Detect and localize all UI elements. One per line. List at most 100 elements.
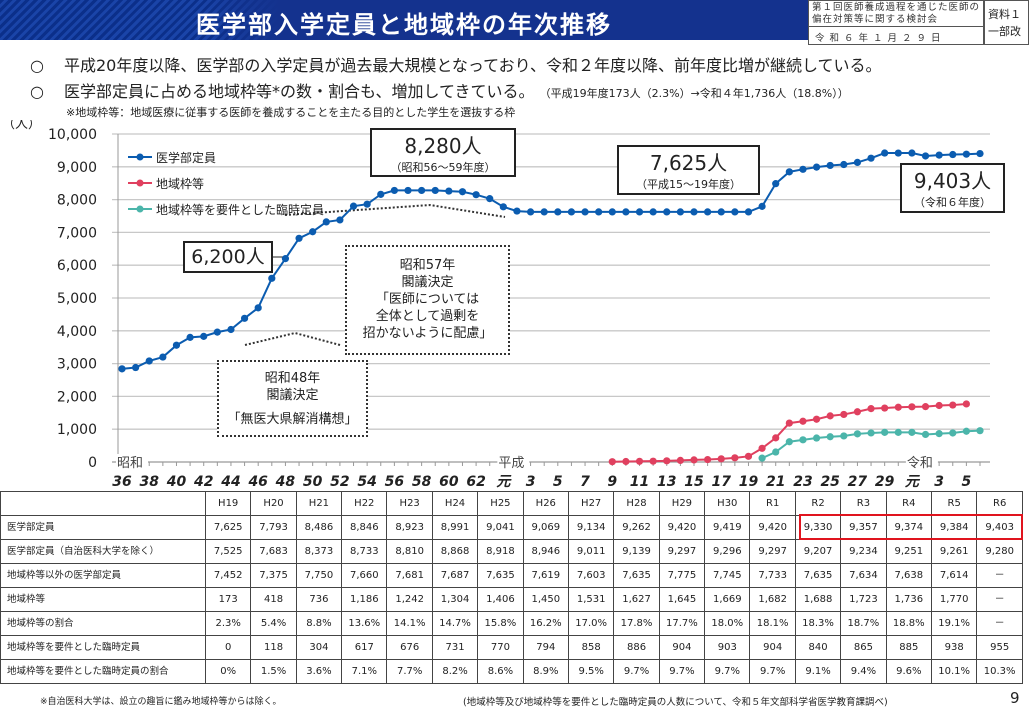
callout-value: 7,625人 [649,151,728,175]
y-tick-label: 8,000 [57,193,97,209]
data-point [772,434,780,442]
bullet-mark: ○ [30,82,44,101]
table-cell: 9,419 [704,515,751,540]
table-cell: 0 [204,635,252,660]
table-cell: 9,261 [930,539,978,564]
table-cell: 7,745 [704,563,751,588]
table-cell: 9,280 [976,539,1023,564]
table-cell: 955 [976,635,1023,660]
data-point [281,255,290,263]
data-point [118,365,126,373]
column-header: H26 [522,491,569,516]
table-cell: 1,723 [840,587,887,612]
data-point [758,202,766,210]
highlight-box [799,514,1023,540]
y-tick-label: 6,000 [57,258,97,274]
era-label: 平成 [498,456,524,471]
table-cell: 7,733 [749,563,796,588]
data-point [608,458,616,466]
table-cell: 1,242 [386,587,433,612]
data-point [949,150,957,159]
row-label: 地域枠等以外の医学部定員 [0,563,206,588]
footnote-left: ※自治医科大学は、設立の趣旨に鑑み地域枠等からは除く。 [40,697,282,707]
table-cell: 10.1% [930,659,978,684]
table-cell: 7,635 [794,563,842,588]
x-tick-label: 3 [934,474,944,490]
x-tick-label: 7 [580,474,590,490]
page-number: 9 [1010,689,1020,707]
table-cell: 8,991 [431,515,479,540]
data-point [213,328,221,336]
x-tick-label: 52 [330,474,349,490]
data-point [690,456,698,464]
table-cell: 1,736 [885,587,932,612]
data-point [976,427,984,435]
table-cell: 17.0% [567,611,615,636]
x-tick-label: 38 [139,474,159,490]
table-cell: 8.2% [431,659,479,684]
data-point [513,207,521,215]
column-header: R2 [794,491,842,516]
table-cell: － [976,563,1023,588]
table-cell: 7,687 [431,563,479,588]
meeting-date: 令和６年１月２９日 [815,33,946,44]
table-cell: 1,682 [749,587,796,612]
data-point [499,203,507,211]
bullet-text: 平成20年度以降、医学部の入学定員が過去最大規模となっており、令和２年度以降、前… [64,56,882,75]
table-cell: 731 [431,635,479,660]
callout-period: （平成15〜19年度） [636,178,741,191]
table-cell: 9.7% [704,659,751,684]
data-point [812,163,821,171]
table-cell: 18.7% [840,611,887,636]
row-label: 地域枠等の割合 [0,611,206,636]
data-point [908,428,916,436]
data-point [635,208,644,216]
column-header: H27 [567,491,615,516]
data-point [758,454,766,462]
data-point [921,430,930,439]
data-point [962,150,970,158]
row-label: 地域枠等 [0,587,206,612]
data-point [785,419,793,427]
table-cell: 18.8% [885,611,932,636]
column-header: R5 [930,491,978,516]
table-cell: 9.5% [567,659,615,684]
data-point [172,341,181,349]
data-point [336,216,344,224]
table-row: 地域枠等 173 418 736 1,186 1,242 1,304 1,406 1,450 1,… [0,587,1023,612]
era-label: 昭和 [117,456,143,471]
table-cell: 17.8% [613,611,660,636]
column-header: H28 [613,491,660,516]
data-point [812,434,821,442]
data-point [649,208,657,216]
table-cell: 18.3% [794,611,842,636]
table-cell: 617 [341,635,388,660]
data-point [731,208,739,216]
table-cell: 7,635 [613,563,660,588]
data-point [404,186,412,195]
x-tick-label: 21 [766,474,785,490]
column-header: H30 [704,491,751,516]
x-tick-label: 56 [385,474,405,490]
x-tick-label: 29 [875,474,895,490]
table-cell: 9,296 [704,539,751,564]
x-tick-label: 54 [357,474,376,490]
data-point [540,208,548,216]
meeting-info: 第１回医師養成過程を通じた医師の偏在対策等に関する検討会 令和６年１月２９日 [808,0,984,45]
x-tick-label: 48 [275,474,296,490]
decision-line: 閣議決定 [401,275,454,290]
table-cell: 13.6% [341,611,388,636]
table-cell: 8.6% [477,659,524,684]
column-header: H20 [250,491,297,516]
data-point [458,188,467,196]
data-point [431,186,439,195]
x-tick-label: 23 [793,474,812,490]
data-point [894,149,902,157]
x-tick-label: 50 [303,474,323,490]
table-cell: 9,330 [794,515,842,540]
table-cell: 8,868 [431,539,479,564]
table-cell: 7,775 [658,563,706,588]
bullet-mark: ○ [30,56,44,75]
data-point [785,168,793,176]
data-point [309,228,317,236]
